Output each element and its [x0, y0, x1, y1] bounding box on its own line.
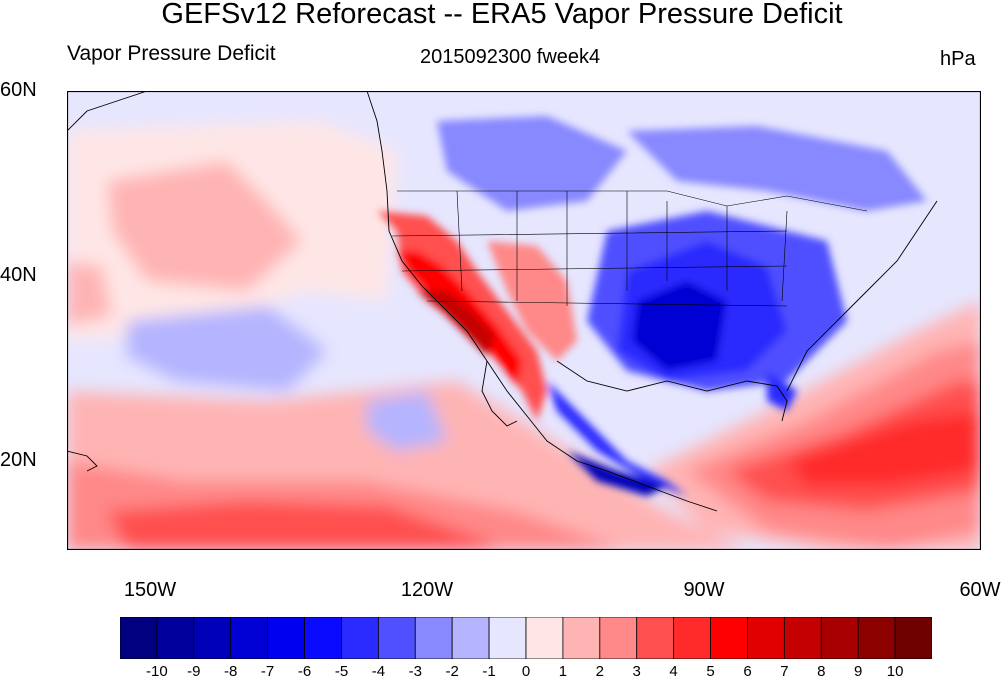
colorbar-label: 2 [595, 663, 604, 680]
colorbar-label: 1 [558, 663, 568, 680]
lon-tick-150w: 150W [123, 579, 177, 601]
colorbar-box [857, 617, 896, 659]
units-label: hPa [940, 48, 976, 70]
colorbar-box [894, 617, 932, 659]
colorbar-box [377, 617, 416, 659]
vpd-field [67, 116, 981, 550]
colorbar-label: 9 [854, 663, 863, 680]
colorbar-box [156, 617, 195, 659]
colorbar-label: -7 [260, 663, 275, 680]
colorbar-box [525, 617, 564, 659]
colorbar [120, 617, 932, 659]
colorbar-box [710, 617, 748, 659]
lon-tick-120w: 120W [400, 579, 454, 601]
colorbar-box [783, 617, 822, 659]
colorbar-box [120, 617, 158, 659]
colorbar-box [488, 617, 527, 659]
us-borders [391, 190, 868, 307]
coastlines [67, 91, 938, 512]
colorbar-box [673, 617, 711, 659]
colorbar-box [267, 617, 305, 659]
colorbar-label: -4 [371, 663, 386, 680]
variable-label: Vapor Pressure Deficit [67, 42, 276, 65]
colorbar-label: -5 [334, 663, 349, 680]
colorbar-label: 6 [743, 663, 752, 680]
lon-tick-60w: 60W [959, 579, 1001, 601]
colorbar-label: -9 [187, 663, 201, 680]
vpd-map [67, 91, 981, 550]
colorbar-label: 10 [886, 663, 904, 680]
colorbar-box [193, 617, 232, 659]
colorbar-label: 7 [780, 663, 789, 680]
lat-tick-20n: 20N [0, 449, 37, 471]
lon-tick-90w: 90W [683, 579, 725, 601]
colorbar-label: -2 [445, 663, 459, 680]
colorbar-label: -6 [297, 663, 312, 680]
colorbar-label: -1 [482, 663, 496, 680]
map-frame [67, 91, 981, 550]
colorbar-label: -8 [224, 663, 238, 680]
colorbar-box [636, 617, 675, 659]
colorbar-box [747, 617, 785, 659]
colorbar-box [341, 617, 379, 659]
colorbar-label: 0 [521, 663, 531, 680]
colorbar-box [820, 617, 859, 659]
colorbar-label: 5 [706, 663, 715, 680]
colorbar-label: 3 [632, 663, 641, 680]
colorbar-box [562, 617, 601, 659]
colorbar-box [230, 617, 269, 659]
colorbar-box [599, 617, 638, 659]
forecast-date-label: 2015092300 fweek4 [420, 46, 601, 68]
colorbar-box [304, 617, 342, 659]
colorbar-label: 4 [669, 663, 678, 680]
colorbar-box [414, 617, 453, 659]
colorbar-label: -3 [408, 663, 422, 680]
map-title: GEFSv12 Reforecast -- ERA5 Vapor Pressur… [161, 0, 843, 30]
colorbar-label: 8 [817, 663, 826, 680]
lat-tick-40n: 40N [0, 264, 37, 286]
colorbar-label: -10 [146, 663, 168, 680]
lat-tick-60n: 60N [0, 79, 37, 101]
colorbar-box [451, 617, 490, 659]
